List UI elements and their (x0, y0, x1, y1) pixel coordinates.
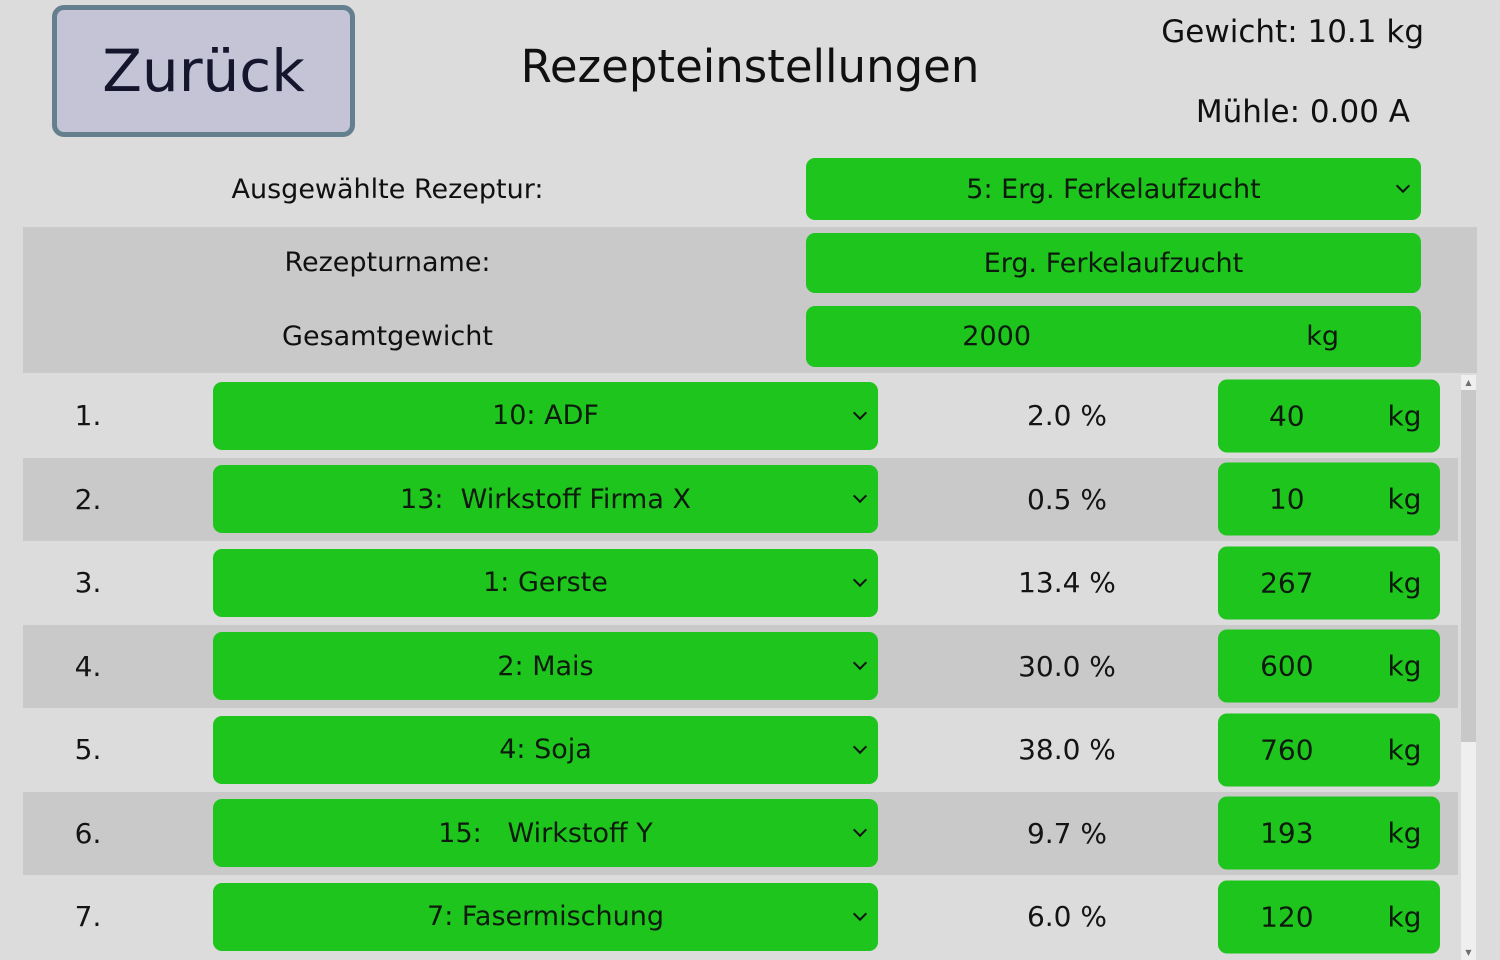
ingredient-select[interactable]: 7: Fasermischung (213, 882, 878, 951)
ingredient-index: 7. (74, 900, 102, 934)
total-weight-field[interactable]: 2000 kg (806, 306, 1421, 367)
ingredient-amount-field[interactable]: 10 kg (1218, 462, 1440, 536)
back-button[interactable]: Zurück (52, 5, 355, 137)
amount-unit: kg (1387, 900, 1422, 934)
total-weight-value: 2000 (962, 321, 1031, 352)
ingredient-row: 1. 10: ADF 2.0 % 40 kg (0, 374, 1458, 458)
ingredient-select-value: 4: Soja (499, 734, 592, 766)
total-weight-label: Gesamtgewicht (282, 321, 493, 352)
chevron-down-icon (852, 823, 868, 838)
chevron-down-icon (852, 906, 868, 921)
amount-value: 120 (1260, 900, 1314, 934)
page-title: Rezepteinstellungen (520, 40, 980, 93)
ingredient-select-value: 7: Fasermischung (427, 901, 664, 933)
ingredient-index: 3. (74, 566, 102, 600)
amount-value: 267 (1260, 566, 1314, 600)
ingredient-amount-field[interactable]: 120 kg (1218, 880, 1440, 954)
mill-current-readout: Mühle: 0.00 A (1195, 94, 1410, 130)
ingredient-select[interactable]: 1: Gerste (213, 548, 878, 617)
ingredient-amount-field[interactable]: 267 kg (1218, 546, 1440, 620)
ingredient-select-value: 2: Mais (497, 650, 594, 682)
ingredient-select-value: 10: ADF (492, 400, 599, 432)
chevron-down-icon (852, 489, 868, 504)
ingredient-percent: 38.0 % (1018, 733, 1116, 767)
total-weight-unit: kg (1306, 321, 1339, 352)
ingredient-select[interactable]: 15: Wirkstoff Y (213, 799, 878, 868)
weight-readout: Gewicht: 10.1 kg (1161, 14, 1424, 50)
recipe-select[interactable]: 5: Erg. Ferkelaufzucht (806, 158, 1421, 220)
ingredient-percent: 9.7 % (1026, 816, 1108, 850)
amount-unit: kg (1387, 733, 1422, 767)
ingredient-amount-field[interactable]: 760 kg (1218, 713, 1440, 787)
scrollbar-thumb[interactable] (1461, 390, 1476, 742)
scroll-up-icon[interactable]: ▲ (1465, 378, 1472, 387)
ingredient-amount-field[interactable]: 600 kg (1218, 629, 1440, 703)
amount-unit: kg (1387, 816, 1422, 850)
chevron-down-icon (852, 739, 868, 754)
ingredient-row: 6. 15: Wirkstoff Y 9.7 % 193 kg (23, 791, 1458, 875)
ingredient-row: 2. 13: Wirkstoff Firma X 0.5 % 10 kg (23, 457, 1458, 541)
ingredient-amount-field[interactable]: 40 kg (1218, 379, 1440, 453)
ingredient-percent: 30.0 % (1018, 649, 1116, 683)
amount-unit: kg (1387, 482, 1422, 516)
chevron-down-icon (852, 405, 868, 420)
ingredient-row: 7. 7: Fasermischung 6.0 % 120 kg (0, 875, 1458, 959)
ingredient-percent: 13.4 % (1018, 566, 1116, 600)
ingredient-select[interactable]: 2: Mais (213, 632, 878, 701)
ingredient-index: 4. (74, 649, 102, 683)
ingredient-index: 2. (74, 482, 102, 516)
ingredient-percent: 0.5 % (1026, 482, 1108, 516)
ingredient-select-value: 1: Gerste (483, 567, 608, 599)
ingredient-index: 6. (74, 816, 102, 850)
amount-unit: kg (1387, 399, 1422, 433)
selected-recipe-label: Ausgewählte Rezeptur: (231, 173, 544, 205)
ingredient-amount-field[interactable]: 193 kg (1218, 796, 1440, 870)
ingredient-select[interactable]: 10: ADF (213, 381, 878, 450)
amount-value: 10 (1268, 482, 1305, 516)
ingredient-row: 4. 2: Mais 30.0 % 600 kg (23, 624, 1458, 708)
recipe-name-value: Erg. Ferkelaufzucht (983, 247, 1244, 279)
chevron-down-icon (1395, 178, 1411, 194)
amount-value: 40 (1268, 399, 1305, 433)
amount-unit: kg (1387, 566, 1422, 600)
ingredient-row: 3. 1: Gerste 13.4 % 267 kg (0, 541, 1458, 625)
ingredient-select[interactable]: 4: Soja (213, 715, 878, 784)
ingredient-index: 1. (74, 399, 102, 433)
ingredient-index: 5. (74, 733, 102, 767)
chevron-down-icon (852, 656, 868, 671)
ingredient-row: 5. 4: Soja 38.0 % 760 kg (0, 708, 1458, 792)
ingredient-select-value: 13: Wirkstoff Firma X (400, 483, 691, 515)
amount-value: 600 (1260, 649, 1314, 683)
amount-value: 193 (1260, 816, 1314, 850)
scroll-down-icon[interactable]: ▼ (1465, 948, 1472, 957)
list-scrollbar[interactable]: ▲ ▼ (1461, 375, 1476, 960)
ingredient-percent: 2.0 % (1026, 399, 1108, 433)
ingredient-list: 1. 10: ADF 2.0 % 40 kg 2. 13: Wirkstoff … (0, 374, 1458, 960)
ingredient-percent: 6.0 % (1026, 900, 1108, 934)
amount-value: 760 (1260, 733, 1314, 767)
ingredient-select-value: 15: Wirkstoff Y (438, 817, 653, 849)
recipe-name-field[interactable]: Erg. Ferkelaufzucht (806, 233, 1421, 293)
amount-unit: kg (1387, 649, 1422, 683)
recipe-name-label: Rezepturname: (284, 246, 491, 278)
recipe-select-value: 5: Erg. Ferkelaufzucht (966, 173, 1261, 205)
chevron-down-icon (852, 572, 868, 587)
ingredient-select[interactable]: 13: Wirkstoff Firma X (213, 465, 878, 534)
